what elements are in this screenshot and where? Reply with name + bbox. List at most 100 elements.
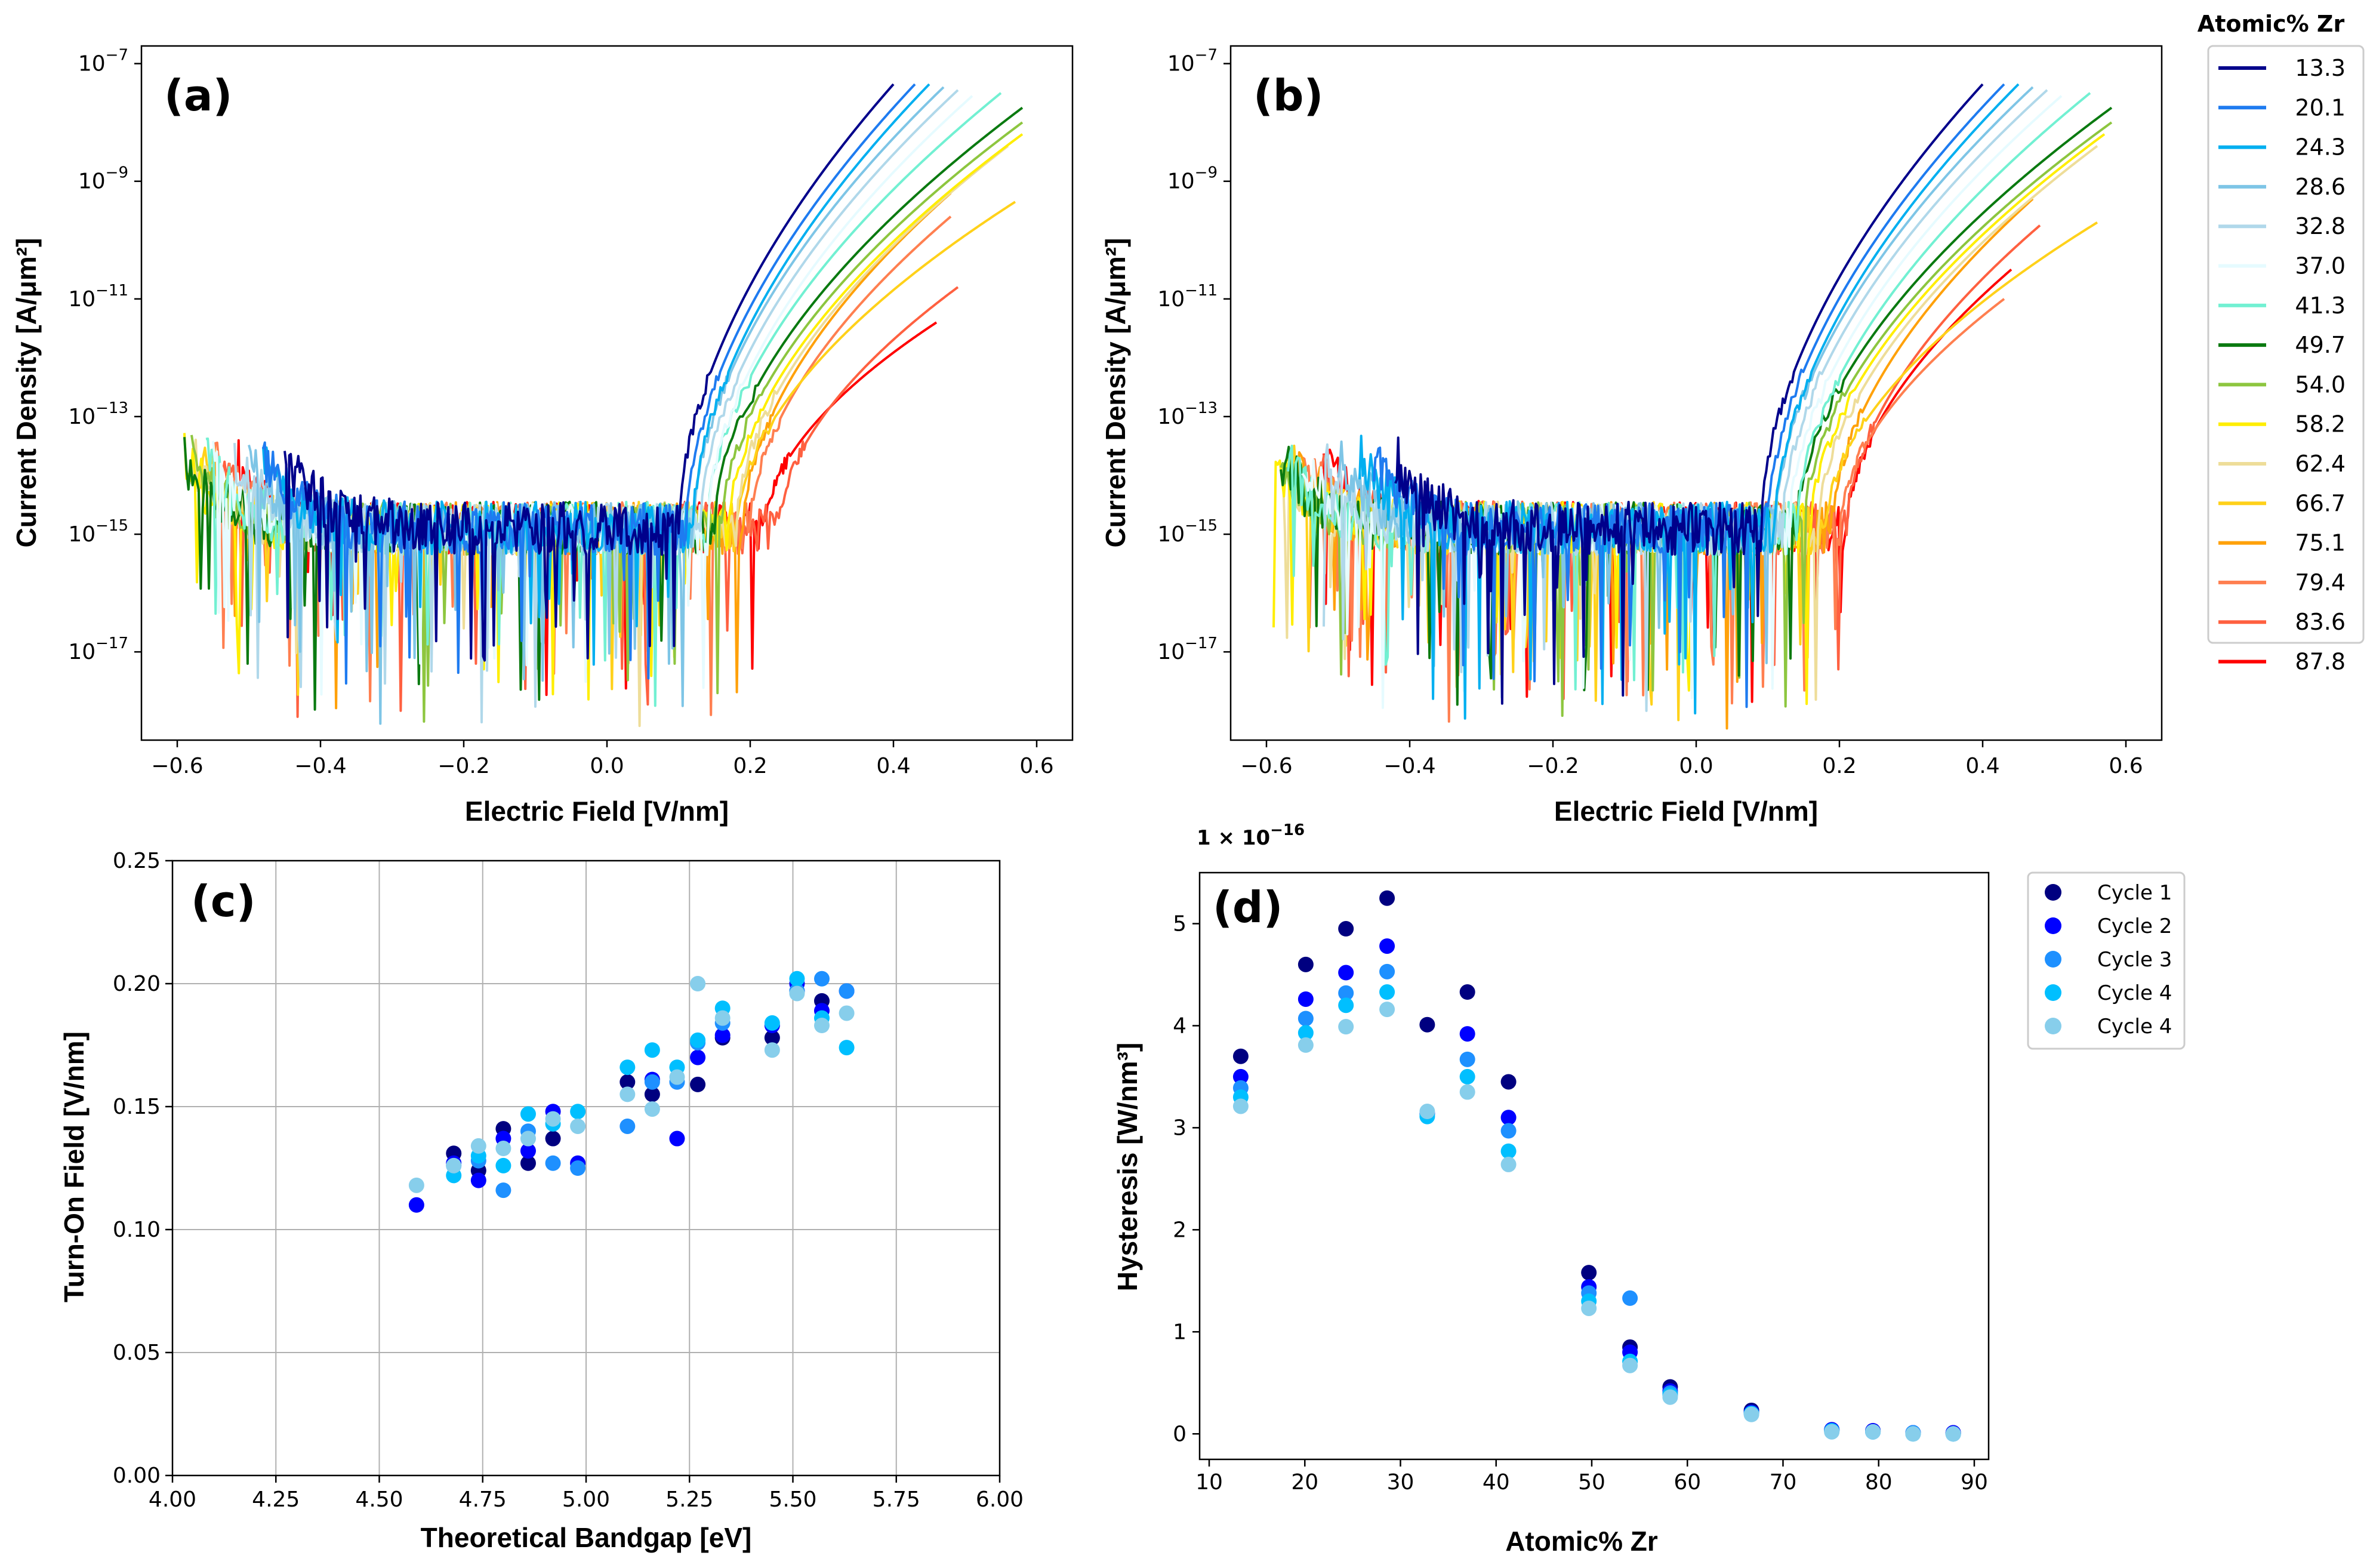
y-tick-exp: −17 xyxy=(95,634,128,652)
legend-label: 75.1 xyxy=(2295,530,2346,556)
y-tick-base: 10 xyxy=(1167,52,1195,76)
x-tick-label: −0.6 xyxy=(151,754,203,778)
x-tick-label: 10 xyxy=(1195,1470,1223,1495)
scatter-point xyxy=(1338,965,1354,981)
cycle-legend-label: Cycle 4 xyxy=(2097,981,2172,1005)
scatter-point xyxy=(839,1040,855,1055)
series-line-75.1 xyxy=(1295,199,2033,728)
x-tick-label: 0.4 xyxy=(1965,754,1999,778)
scatter-point xyxy=(1379,964,1395,979)
scatter-point xyxy=(1379,938,1395,954)
y-tick-label: 10−13 xyxy=(68,399,128,429)
x-tick-label: −0.2 xyxy=(1527,754,1579,778)
y-tick-exp: −7 xyxy=(1195,47,1218,64)
panel-a-frame xyxy=(141,46,1072,740)
scatter-point xyxy=(690,976,705,991)
panel-b-ylabel: Current Density [A/μm²] xyxy=(1100,238,1131,548)
cycle-legend-marker xyxy=(2045,917,2061,934)
y-tick-label: 0 xyxy=(1173,1422,1186,1446)
cycle-legend-label: Cycle 3 xyxy=(2097,948,2172,972)
series-line-28.6 xyxy=(249,87,944,723)
y-tick-base: 10 xyxy=(1157,405,1185,429)
scatter-point xyxy=(1905,1426,1921,1441)
y-tick-label: 5 xyxy=(1173,911,1186,936)
y-tick-base: 10 xyxy=(78,52,106,76)
panel-b-series xyxy=(1274,84,2112,728)
panel-c: 4.00 4.25 4.50 4.75 5.00 5.25 5.50 5.75 6.000.00… xyxy=(58,849,1024,1553)
panel-d-ticks: 10 20 30 40 50 60 70 80 90012345 xyxy=(1173,911,1988,1495)
y-tick-label: 0.00 xyxy=(113,1464,161,1488)
y-tick-exp: −13 xyxy=(1185,399,1218,417)
scatter-point xyxy=(839,1005,855,1021)
y-tick-base: 10 xyxy=(1157,640,1185,664)
y-tick-label: 10−17 xyxy=(1157,634,1218,664)
y-tick-label: 10−9 xyxy=(1167,164,1218,194)
panel-d-frame xyxy=(1200,873,1989,1459)
scatter-point xyxy=(570,1104,585,1119)
y-tick-base: 10 xyxy=(78,170,106,194)
x-tick-label: −0.6 xyxy=(1240,754,1292,778)
panel-c-points xyxy=(409,971,855,1213)
y-tick-label: 3 xyxy=(1173,1116,1186,1140)
panel-d-multiplier-base: 1 × 10 xyxy=(1197,826,1270,850)
scatter-point xyxy=(545,1111,561,1127)
panel-d-xlabel: Atomic% Zr xyxy=(1505,1526,1658,1557)
legend-label: 49.7 xyxy=(2295,332,2346,358)
panel-a-ticks: −0.6 −0.4 −0.2 0.0 0.2 0.4 0.610−710−910−1110−… xyxy=(68,47,1053,778)
scatter-point xyxy=(1865,1424,1881,1440)
panel-c-grid: 4.00 4.25 4.50 4.75 5.00 5.25 5.50 5.75 6.00 0.00… xyxy=(113,849,1024,1512)
x-tick-label: 6.00 xyxy=(976,1487,1024,1512)
x-tick-label: 0.0 xyxy=(590,754,624,778)
scatter-point xyxy=(645,1074,660,1090)
panel-c-letter: (c) xyxy=(191,876,256,926)
scatter-point xyxy=(1501,1123,1517,1139)
scatter-point xyxy=(645,1042,660,1058)
x-tick-label: −0.4 xyxy=(294,754,346,778)
scatter-point xyxy=(1298,957,1314,972)
x-tick-label: 4.25 xyxy=(252,1487,300,1512)
y-tick-label: 0.20 xyxy=(113,972,161,996)
cycle-legend-marker xyxy=(2045,1018,2061,1034)
scatter-point xyxy=(1338,997,1354,1013)
y-tick-base: 10 xyxy=(68,405,95,429)
panel-d-multiplier: 1 × 10−16 xyxy=(1197,821,1305,850)
y-tick-exp: −15 xyxy=(1185,517,1218,535)
scatter-point xyxy=(520,1106,536,1122)
x-tick-label: −0.2 xyxy=(437,754,489,778)
legend-label: 41.3 xyxy=(2295,292,2346,319)
y-tick-label: 10−15 xyxy=(68,517,128,547)
y-tick-base: 10 xyxy=(68,287,95,312)
y-tick-label: 1 xyxy=(1173,1320,1186,1344)
legend-label: 13.3 xyxy=(2295,55,2346,81)
x-tick-label: 90 xyxy=(1961,1470,1988,1495)
scatter-point xyxy=(1460,1052,1475,1067)
scatter-point xyxy=(765,1015,780,1031)
scatter-point xyxy=(1379,891,1395,906)
y-tick-exp: −11 xyxy=(1185,282,1218,300)
scatter-point xyxy=(1581,1301,1597,1316)
scatter-point xyxy=(471,1138,486,1154)
scatter-point xyxy=(1622,1290,1638,1306)
scatter-point xyxy=(1460,1069,1475,1085)
y-tick-exp: −17 xyxy=(1185,634,1218,652)
y-tick-label: 0.05 xyxy=(113,1341,161,1365)
x-tick-label: −0.4 xyxy=(1383,754,1435,778)
y-tick-exp: −11 xyxy=(95,282,128,300)
scatter-point xyxy=(620,1059,635,1075)
scatter-point xyxy=(1501,1144,1517,1159)
y-tick-label: 10−15 xyxy=(1157,517,1218,547)
y-tick-base: 10 xyxy=(1157,522,1185,547)
legend-label: 79.4 xyxy=(2295,569,2346,596)
scatter-point xyxy=(1379,1002,1395,1017)
cycle-legend-label: Cycle 2 xyxy=(2097,914,2172,938)
scatter-point xyxy=(1744,1407,1759,1422)
y-tick-exp: −9 xyxy=(106,164,128,182)
panel-d-letter: (d) xyxy=(1213,882,1283,932)
x-tick-label: 4.00 xyxy=(149,1487,196,1512)
scatter-point xyxy=(1233,1049,1249,1064)
scatter-point xyxy=(1662,1390,1678,1405)
y-tick-exp: −15 xyxy=(95,517,128,535)
scatter-point xyxy=(1233,1098,1249,1114)
y-tick-base: 10 xyxy=(68,640,95,664)
y-tick-label: 4 xyxy=(1173,1013,1186,1038)
